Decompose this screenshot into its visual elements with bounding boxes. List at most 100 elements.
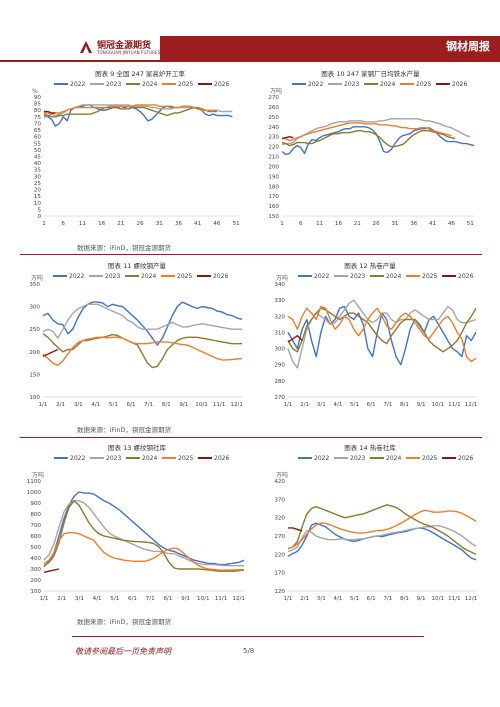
x-tick-label: 46 (448, 221, 456, 227)
x-tick-label: 2/1 (56, 402, 65, 408)
x-tick-label: 16 (335, 221, 343, 227)
y-tick-label: 300 (30, 567, 41, 573)
x-tick-label: 7/1 (146, 596, 155, 602)
series-line-2026 (43, 568, 60, 573)
y-tick-label: 45 (34, 155, 42, 161)
y-tick-label: 220 (274, 552, 285, 558)
x-tick-label: 11 (316, 221, 324, 227)
x-tick-label: 16 (98, 221, 106, 227)
x-tick-label: 9/1 (417, 596, 426, 602)
x-tick-label: 6 (61, 221, 65, 227)
x-tick-label: 4/1 (333, 402, 342, 408)
legend-label-2022: 2022 (308, 81, 323, 88)
legend-label-2026: 2026 (214, 455, 229, 462)
x-tick-label: 8/1 (163, 596, 172, 602)
y-tick-label: 35 (34, 168, 42, 174)
x-tick-label: 31 (156, 221, 164, 227)
series-line-2025 (42, 336, 243, 367)
section-divider-2 (20, 437, 482, 438)
y-tick-label: 1100 (27, 479, 42, 485)
y-tick-label: 85 (34, 102, 42, 108)
series-line-2023 (43, 500, 244, 567)
y-tick-label: 200 (30, 578, 41, 584)
x-tick-label: 6/1 (367, 596, 376, 602)
y-tick-label: 170 (268, 194, 279, 200)
x-tick-label: 2/1 (300, 596, 309, 602)
series-line-2024 (42, 333, 242, 369)
chart-hrc-output: 图表 12 热卷产量 2022 2023 2024 2025 2026 万吨 270 280 29… (274, 261, 477, 408)
y-tick-label: 220 (268, 145, 279, 151)
series-line-2025 (287, 305, 477, 363)
legend-label-2026: 2026 (213, 273, 228, 280)
x-tick-label: 12/1 (230, 402, 243, 408)
x-tick-label: 5/1 (350, 596, 359, 602)
y-tick-label: 340 (274, 282, 285, 288)
chart-hrc-inventory: 图表 14 热卷社库 2022 2023 2024 2025 2026 万吨 120 170 22… (274, 443, 477, 602)
x-tick-label: 6/1 (367, 402, 376, 408)
legend-label-2024: 2024 (380, 81, 395, 88)
y-tick-label: 160 (268, 204, 279, 210)
legend-label-2024: 2024 (142, 81, 157, 88)
header-rule (0, 60, 500, 62)
y-tick-label: 310 (274, 330, 285, 336)
x-tick-label: 2/1 (300, 402, 309, 408)
y-tick-label: 250 (268, 115, 279, 121)
x-tick-label: 1 (280, 221, 284, 227)
y-tick-label: 260 (268, 105, 279, 111)
x-tick-label: 31 (391, 221, 399, 227)
x-tick-label: 41 (429, 221, 437, 227)
y-tick-label: 190 (268, 174, 279, 180)
footer-divider (72, 636, 424, 637)
x-tick-label: 11 (79, 221, 87, 227)
y-tick-label: 55 (34, 141, 42, 147)
y-tick-label: 100 (29, 395, 40, 401)
legend-label-2024: 2024 (141, 273, 156, 280)
x-tick-label: 10/1 (195, 402, 208, 408)
y-tick-label: 420 (274, 479, 285, 485)
y-tick-label: 40 (34, 161, 42, 167)
y-tick-label: 800 (30, 512, 41, 518)
chart-title: 图表 14 热卷社库 (344, 443, 396, 452)
legend-label-2024: 2024 (386, 273, 401, 280)
x-tick-label: 36 (175, 221, 183, 227)
x-tick-label: 8/1 (400, 596, 409, 602)
x-tick-label: 3/1 (317, 596, 326, 602)
legend-label-2023: 2023 (106, 81, 121, 88)
x-tick-label: 8/1 (162, 402, 171, 408)
x-tick-label: 7/1 (144, 402, 153, 408)
y-tick-label: 330 (274, 298, 285, 304)
series-line-2022 (42, 301, 243, 346)
y-unit-label: % (32, 88, 38, 95)
x-tick-label: 6 (299, 221, 303, 227)
x-tick-label: 11/1 (448, 596, 461, 602)
y-tick-label: 200 (268, 164, 279, 170)
x-tick-label: 3/1 (317, 402, 326, 408)
company-name-cn: 铜冠金源期货 (97, 41, 152, 51)
disclaimer-text: 敬请参阅最后一页免责声明 (75, 647, 171, 656)
legend-label-2024: 2024 (142, 455, 157, 462)
chart-title: 图表 9 全国 247 家高炉开工率 (95, 69, 185, 78)
x-tick-label: 51 (233, 221, 241, 227)
y-tick-label: 60 (34, 135, 42, 141)
y-tick-label: 5 (37, 207, 41, 213)
y-tick-label: 600 (30, 534, 41, 540)
x-tick-label: 1/1 (38, 402, 47, 408)
y-tick-label: 100 (30, 589, 41, 595)
x-tick-label: 21 (354, 221, 362, 227)
legend-label-2026: 2026 (458, 455, 473, 462)
legend-label-2023: 2023 (350, 455, 365, 462)
x-tick-label: 1/1 (283, 402, 292, 408)
x-tick-label: 1/1 (39, 596, 48, 602)
y-tick-label: 270 (268, 95, 279, 101)
x-tick-label: 10/1 (431, 402, 444, 408)
report-title: 钢材周报 (446, 40, 490, 53)
y-tick-label: 280 (274, 379, 285, 385)
x-tick-label: 41 (194, 221, 202, 227)
y-tick-label: 10 (34, 201, 42, 207)
series-line-2023 (42, 303, 242, 339)
y-tick-label: 1000 (27, 490, 42, 496)
source-note-3: 数据来源：iFinD，铜冠金源期货 (77, 618, 172, 626)
y-tick-label: 15 (34, 194, 42, 200)
series-line-2023 (287, 299, 477, 369)
y-tick-label: 180 (268, 184, 279, 190)
